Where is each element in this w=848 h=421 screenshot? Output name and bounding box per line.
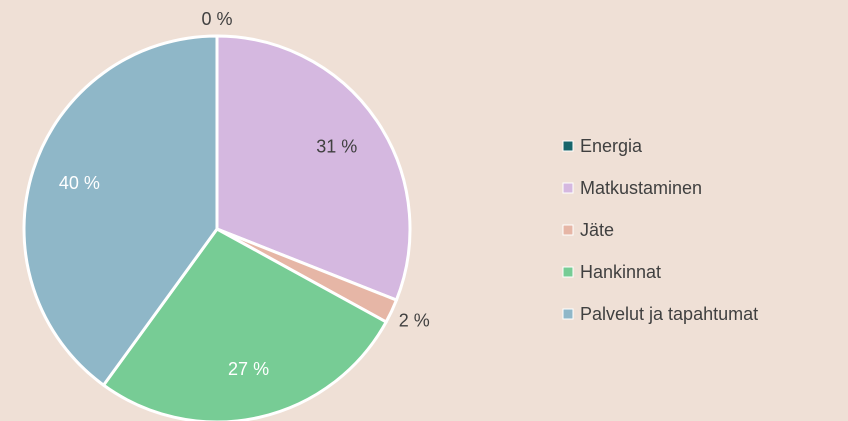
data-label: 31 % <box>316 136 357 156</box>
pie-slice <box>22 34 219 387</box>
legend-swatch <box>562 266 574 278</box>
legend-label: Jäte <box>580 220 614 240</box>
legend-label: Matkustaminen <box>580 178 702 198</box>
pie-slice <box>215 34 412 302</box>
legend-swatch <box>562 224 574 236</box>
legend-swatch <box>562 140 574 152</box>
legend-swatch <box>562 308 574 320</box>
pie-slice <box>102 227 388 421</box>
data-label: 27 % <box>228 359 269 379</box>
legend-label: Hankinnat <box>580 262 661 282</box>
data-label: 2 % <box>399 311 430 331</box>
legend-label: Palvelut ja tapahtumat <box>580 304 758 324</box>
data-label: 0 % <box>201 9 232 29</box>
legend-swatch <box>562 182 574 194</box>
data-label: 40 % <box>59 173 100 193</box>
legend-label: Energia <box>580 136 643 156</box>
